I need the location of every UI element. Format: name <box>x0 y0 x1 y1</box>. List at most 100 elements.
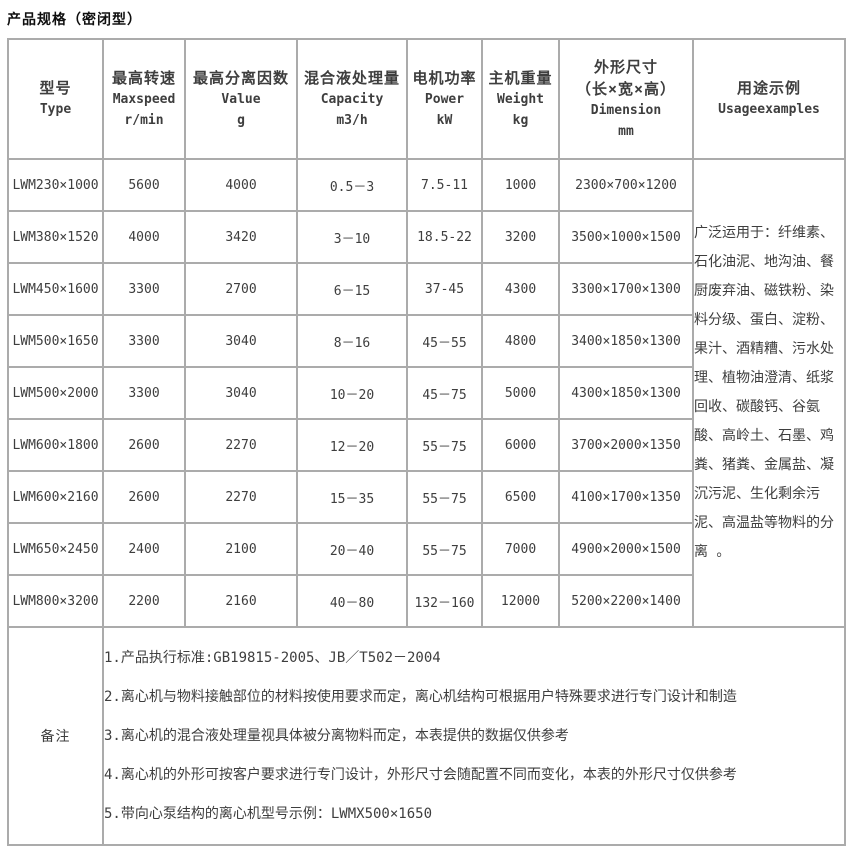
col-header-max-speed-en: Maxspeed <box>112 91 176 107</box>
model-cell: LWM600×2160 <box>7 470 104 524</box>
col-header-power-zh: 电机功率 <box>412 68 477 87</box>
remark-item: 2.离心机与物料接触部位的材料按使用要求而定，离心机结构可根据用户特殊要求进行专… <box>104 689 737 705</box>
capacity-cell: 3－10 <box>296 210 408 264</box>
separation-factor-cell: 2700 <box>184 262 298 316</box>
remarks-list: 1.产品执行标准:GB19815-2005、JB／T502－2004 2.离心机… <box>104 649 844 823</box>
header-row: 型号 Type 最高转速 Maxspeed r/min 最高分离因数 Value… <box>7 38 846 160</box>
capacity-cell: 8－16 <box>296 314 408 368</box>
weight-cell: 7000 <box>481 522 560 576</box>
dimension-cell: 3300×1700×1300 <box>558 262 694 316</box>
separation-factor-cell: 4000 <box>184 158 298 212</box>
col-header-capacity-zh: 混合液处理量 <box>303 68 400 87</box>
product-spec-table: 型号 Type 最高转速 Maxspeed r/min 最高分离因数 Value… <box>7 38 846 846</box>
table-row: LWM230×1000 5600 4000 0.5－3 7.5-11 1000 … <box>7 158 846 628</box>
separation-factor-cell: 2160 <box>184 574 298 628</box>
power-cell: 55－75 <box>406 418 483 472</box>
capacity-cell: 20－40 <box>296 522 408 576</box>
weight-cell: 12000 <box>481 574 560 628</box>
table-row: LWM600×1800 2600 2270 12－20 55－75 6000 3… <box>7 418 845 472</box>
page-title: 产品规格（密闭型） <box>7 12 142 28</box>
table-row: LWM450×1600 3300 2700 6－15 37-45 4300 33… <box>7 262 845 316</box>
col-header-dimension-unit: mm <box>618 123 634 139</box>
col-header-max-speed-unit: r/min <box>124 112 164 128</box>
col-header-capacity-unit: m3/h <box>336 112 368 128</box>
capacity-cell: 12－20 <box>296 418 408 472</box>
model-cell: LWM450×1600 <box>7 262 104 316</box>
dimension-cell: 3500×1000×1500 <box>558 210 694 264</box>
separation-factor-cell: 2100 <box>184 522 298 576</box>
usage-examples-cell: 广泛运用于：纤维素、石化油泥、地沟油、餐厨废弃油、磁铁粉、染料分级、蛋白、淀粉、… <box>692 158 846 628</box>
max-speed-cell: 2600 <box>102 470 186 524</box>
max-speed-cell: 4000 <box>102 210 186 264</box>
max-speed-cell: 2400 <box>102 522 186 576</box>
col-header-max-speed: 最高转速 Maxspeed r/min <box>102 38 186 160</box>
table-row: LWM500×1650 3300 3040 8－16 45－55 4800 34… <box>7 314 845 368</box>
weight-cell: 6500 <box>481 470 560 524</box>
col-header-model-en: Type <box>39 102 72 117</box>
model-cell: LWM800×3200 <box>7 574 104 628</box>
max-speed-cell: 2600 <box>102 418 186 472</box>
table-row: LWM380×1520 4000 3420 3－10 18.5-22 3200 … <box>7 210 845 264</box>
col-header-dimension: 外形尺寸 （长×宽×高） Dimension mm <box>558 38 694 160</box>
power-cell: 132－160 <box>406 574 483 628</box>
col-header-usage-en: Usageexamples <box>718 102 820 117</box>
dimension-cell: 3700×2000×1350 <box>558 418 694 472</box>
col-header-power-en: Power <box>424 91 465 107</box>
power-cell: 45－75 <box>406 366 483 420</box>
remark-item: 3.离心机的混合液处理量视具体被分离物料而定，本表提供的数据仅供参考 <box>104 728 569 744</box>
power-cell: 55－75 <box>406 522 483 576</box>
col-header-weight-en: Weight <box>497 91 544 107</box>
weight-cell: 5000 <box>481 366 560 420</box>
separation-factor-cell: 3040 <box>184 314 298 368</box>
separation-factor-cell: 3040 <box>184 366 298 420</box>
col-header-power-unit: kW <box>436 112 453 128</box>
weight-cell: 4800 <box>481 314 560 368</box>
weight-cell: 1000 <box>481 158 560 212</box>
col-header-separation-factor: 最高分离因数 Value g <box>184 38 298 160</box>
max-speed-cell: 2200 <box>102 574 186 628</box>
remarks-label: 备注 <box>7 626 104 846</box>
col-header-model-zh: 型号 <box>39 79 72 97</box>
remark-item: 1.产品执行标准:GB19815-2005、JB／T502－2004 <box>104 650 441 666</box>
col-header-capacity-en: Capacity <box>320 91 384 107</box>
capacity-cell: 10－20 <box>296 366 408 420</box>
capacity-cell: 40－80 <box>296 574 408 628</box>
separation-factor-cell: 3420 <box>184 210 298 264</box>
col-header-separation-factor-unit: g <box>237 112 245 128</box>
weight-cell: 3200 <box>481 210 560 264</box>
col-header-capacity: 混合液处理量 Capacity m3/h <box>296 38 408 160</box>
weight-cell: 4300 <box>481 262 560 316</box>
col-header-usage-zh: 用途示例 <box>736 79 801 97</box>
dimension-cell: 5200×2200×1400 <box>558 574 694 628</box>
separation-factor-cell: 2270 <box>184 470 298 524</box>
capacity-cell: 6－15 <box>296 262 408 316</box>
power-cell: 37-45 <box>406 262 483 316</box>
col-header-separation-factor-zh: 最高分离因数 <box>192 68 289 87</box>
table-row: LWM500×2000 3300 3040 10－20 45－75 5000 4… <box>7 366 845 420</box>
remarks-content-cell: 1.产品执行标准:GB19815-2005、JB／T502－2004 2.离心机… <box>102 626 846 846</box>
col-header-weight-zh: 主机重量 <box>488 68 553 87</box>
model-cell: LWM380×1520 <box>7 210 104 264</box>
max-speed-cell: 3300 <box>102 262 186 316</box>
dimension-cell: 4900×2000×1500 <box>558 522 694 576</box>
power-cell: 45－55 <box>406 314 483 368</box>
dimension-cell: 3400×1850×1300 <box>558 314 694 368</box>
remark-item: 5.带向心泵结构的离心机型号示例：LWMX500×1650 <box>104 806 433 822</box>
col-header-max-speed-zh: 最高转速 <box>111 68 176 87</box>
capacity-cell: 15－35 <box>296 470 408 524</box>
col-header-usage: 用途示例 Usageexamples <box>692 38 846 160</box>
table-row: LWM600×2160 2600 2270 15－35 55－75 6500 4… <box>7 470 845 524</box>
max-speed-cell: 3300 <box>102 314 186 368</box>
table-row: LWM650×2450 2400 2100 20－40 55－75 7000 4… <box>7 522 845 576</box>
model-cell: LWM500×1650 <box>7 314 104 368</box>
dimension-cell: 2300×700×1200 <box>558 158 694 212</box>
capacity-cell: 0.5－3 <box>296 158 408 212</box>
remarks-row: 备注 1.产品执行标准:GB19815-2005、JB／T502－2004 2.… <box>7 626 846 846</box>
model-cell: LWM230×1000 <box>7 158 104 212</box>
power-cell: 18.5-22 <box>406 210 483 264</box>
col-header-dimension-en: Dimension <box>590 102 662 118</box>
power-cell: 55－75 <box>406 470 483 524</box>
dimension-cell: 4300×1850×1300 <box>558 366 694 420</box>
model-cell: LWM500×2000 <box>7 366 104 420</box>
col-header-separation-factor-en: Value <box>221 91 261 107</box>
